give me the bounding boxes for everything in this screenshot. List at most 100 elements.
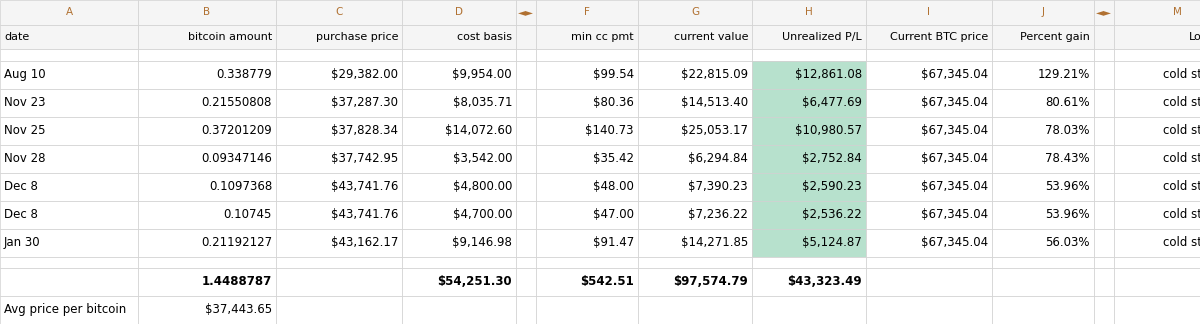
Text: 0.37201209: 0.37201209 bbox=[202, 124, 272, 137]
Bar bbox=[866, 229, 992, 257]
Bar bbox=[1094, 268, 1114, 296]
Bar bbox=[638, 257, 752, 268]
Text: min cc pmt: min cc pmt bbox=[571, 32, 634, 42]
Text: $22,815.09: $22,815.09 bbox=[680, 68, 748, 81]
Text: 129.21%: 129.21% bbox=[1038, 68, 1090, 81]
Bar bbox=[992, 145, 1094, 173]
Bar bbox=[516, 257, 536, 268]
Bar bbox=[638, 173, 752, 201]
Bar bbox=[752, 25, 866, 49]
Bar bbox=[536, 145, 638, 173]
Bar bbox=[0, 173, 138, 201]
Text: $67,345.04: $67,345.04 bbox=[920, 68, 988, 81]
Text: $67,345.04: $67,345.04 bbox=[920, 236, 988, 249]
Text: cold storage: cold storage bbox=[1163, 96, 1200, 109]
Bar bbox=[1094, 296, 1114, 324]
Text: C: C bbox=[335, 7, 343, 17]
Bar bbox=[536, 88, 638, 117]
Bar bbox=[866, 173, 992, 201]
Bar bbox=[992, 201, 1094, 229]
Text: 0.21192127: 0.21192127 bbox=[200, 236, 272, 249]
Bar bbox=[138, 268, 276, 296]
Text: $47.00: $47.00 bbox=[593, 208, 634, 221]
Text: $5,124.87: $5,124.87 bbox=[803, 236, 862, 249]
Text: $37,828.34: $37,828.34 bbox=[331, 124, 398, 137]
Bar bbox=[0, 49, 138, 61]
Bar bbox=[138, 257, 276, 268]
Bar bbox=[638, 296, 752, 324]
Text: H: H bbox=[805, 7, 812, 17]
Text: cold storage: cold storage bbox=[1163, 180, 1200, 193]
Text: $14,271.85: $14,271.85 bbox=[680, 236, 748, 249]
Bar bbox=[866, 25, 992, 49]
Text: 1.4488787: 1.4488787 bbox=[202, 275, 272, 288]
Bar bbox=[516, 296, 536, 324]
Text: $14,072.60: $14,072.60 bbox=[445, 124, 512, 137]
Text: M: M bbox=[1172, 7, 1182, 17]
Text: purchase price: purchase price bbox=[316, 32, 398, 42]
Bar bbox=[276, 145, 402, 173]
Bar bbox=[992, 25, 1094, 49]
Text: 0.338779: 0.338779 bbox=[216, 68, 272, 81]
Bar bbox=[516, 88, 536, 117]
Text: 56.03%: 56.03% bbox=[1045, 236, 1090, 249]
Bar bbox=[752, 229, 866, 257]
Bar bbox=[992, 296, 1094, 324]
Bar bbox=[276, 117, 402, 145]
Bar bbox=[992, 257, 1094, 268]
Text: $6,294.84: $6,294.84 bbox=[688, 152, 748, 165]
Bar bbox=[638, 268, 752, 296]
Bar bbox=[402, 25, 516, 49]
Text: $43,323.49: $43,323.49 bbox=[787, 275, 862, 288]
Bar bbox=[992, 0, 1094, 25]
Bar bbox=[1094, 61, 1114, 88]
Bar bbox=[402, 201, 516, 229]
Text: J: J bbox=[1042, 7, 1044, 17]
Bar bbox=[0, 0, 138, 25]
Bar bbox=[536, 296, 638, 324]
Text: 0.10745: 0.10745 bbox=[223, 208, 272, 221]
Bar bbox=[752, 49, 866, 61]
Text: 53.96%: 53.96% bbox=[1045, 208, 1090, 221]
Text: $67,345.04: $67,345.04 bbox=[920, 124, 988, 137]
Bar bbox=[402, 61, 516, 88]
Text: $9,954.00: $9,954.00 bbox=[452, 68, 512, 81]
Text: $67,345.04: $67,345.04 bbox=[920, 152, 988, 165]
Text: $43,162.17: $43,162.17 bbox=[331, 236, 398, 249]
Bar bbox=[138, 0, 276, 25]
Bar bbox=[138, 88, 276, 117]
Text: 78.03%: 78.03% bbox=[1045, 124, 1090, 137]
Text: $140.73: $140.73 bbox=[586, 124, 634, 137]
Bar bbox=[0, 117, 138, 145]
Text: F: F bbox=[584, 7, 590, 17]
Bar bbox=[1094, 0, 1114, 25]
Bar bbox=[1114, 145, 1200, 173]
Text: $37,742.95: $37,742.95 bbox=[331, 152, 398, 165]
Bar bbox=[752, 61, 866, 88]
Bar bbox=[402, 145, 516, 173]
Text: $67,345.04: $67,345.04 bbox=[920, 208, 988, 221]
Text: 0.1097368: 0.1097368 bbox=[209, 180, 272, 193]
Bar bbox=[516, 117, 536, 145]
Text: $7,390.23: $7,390.23 bbox=[689, 180, 748, 193]
Bar bbox=[0, 88, 138, 117]
Bar bbox=[638, 88, 752, 117]
Bar bbox=[276, 61, 402, 88]
Bar bbox=[638, 201, 752, 229]
Bar bbox=[0, 61, 138, 88]
Bar bbox=[276, 268, 402, 296]
Bar bbox=[138, 229, 276, 257]
Bar bbox=[992, 61, 1094, 88]
Bar bbox=[752, 201, 866, 229]
Bar bbox=[276, 201, 402, 229]
Text: Nov 23: Nov 23 bbox=[4, 96, 46, 109]
Bar bbox=[1094, 49, 1114, 61]
Bar bbox=[516, 25, 536, 49]
Text: $2,752.84: $2,752.84 bbox=[803, 152, 862, 165]
Bar bbox=[638, 0, 752, 25]
Text: Avg price per bitcoin: Avg price per bitcoin bbox=[4, 304, 126, 317]
Bar bbox=[402, 49, 516, 61]
Bar bbox=[866, 0, 992, 25]
Bar bbox=[516, 61, 536, 88]
Bar bbox=[402, 0, 516, 25]
